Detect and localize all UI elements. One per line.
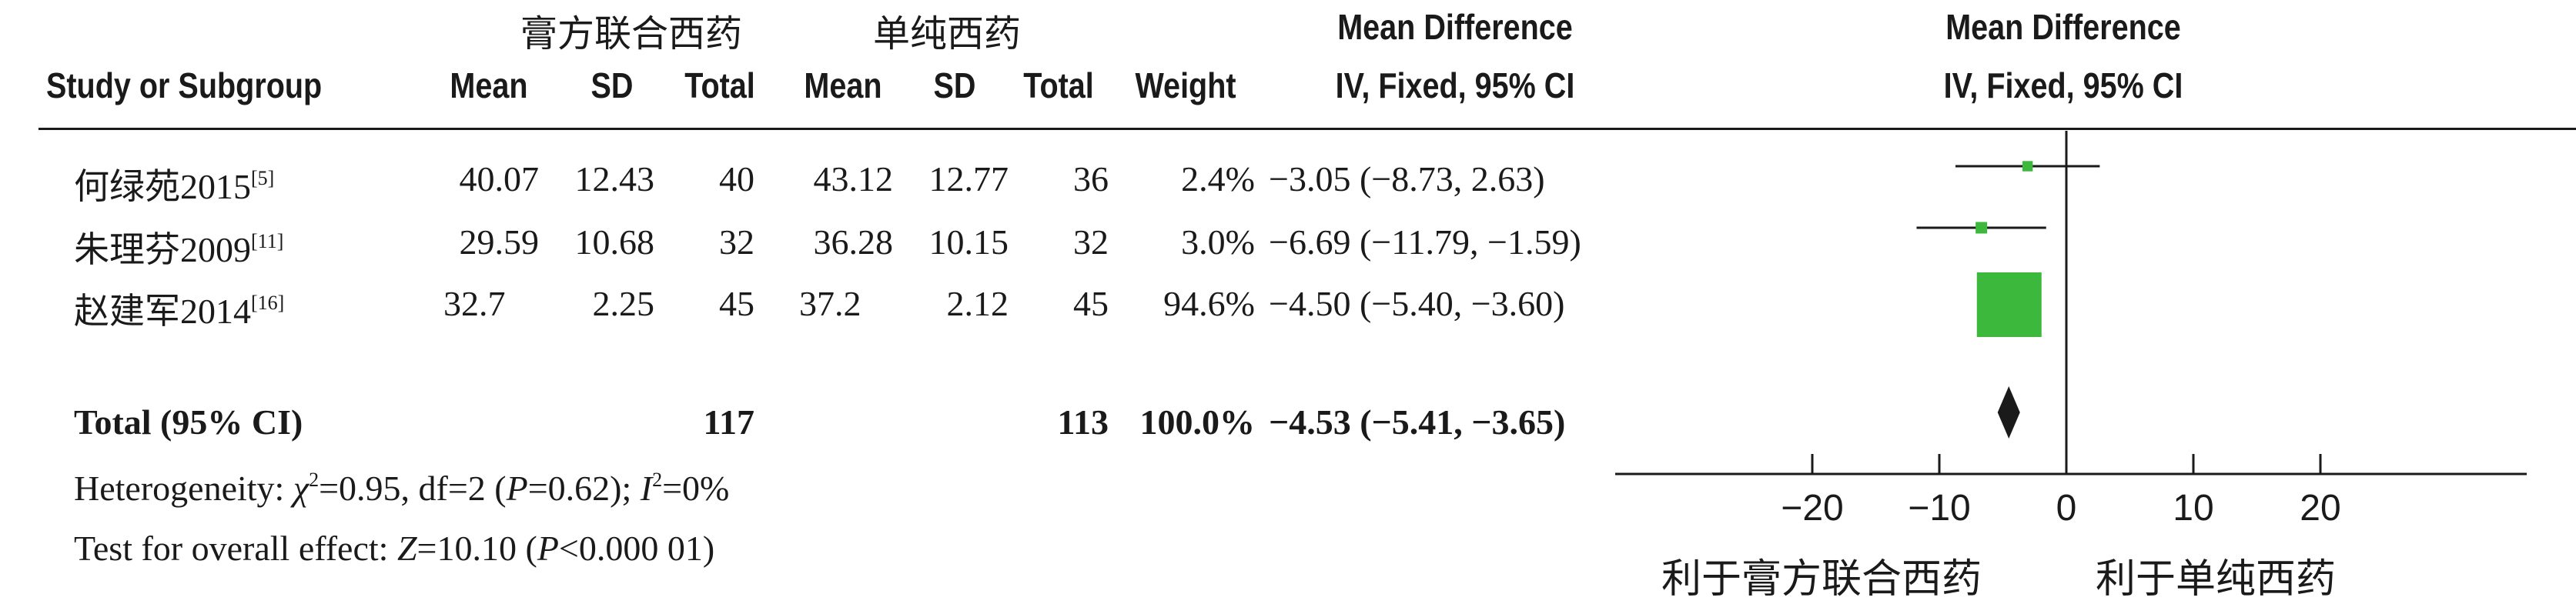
x-tick-label: 0 bbox=[2056, 488, 2077, 529]
exp-sd-header: SD bbox=[590, 65, 634, 105]
ctl-total-header: Total bbox=[1023, 65, 1094, 105]
x-tick-label: −10 bbox=[1908, 488, 1970, 529]
weight: 3.0% bbox=[1181, 222, 1255, 262]
exp-total: 40 bbox=[719, 159, 754, 199]
exp-total: 32 bbox=[719, 222, 754, 262]
exp-total: 45 bbox=[719, 284, 754, 323]
total-weight: 100.0% bbox=[1139, 402, 1256, 442]
effect-box bbox=[1975, 222, 1988, 234]
ci-text: −6.69 (−11.79, −1.59) bbox=[1269, 222, 1581, 262]
heterogeneity-line: Heterogeneity: χ2=0.95, df=2 (P=0.62); I… bbox=[74, 469, 730, 508]
exp-sd: 12.43 bbox=[574, 159, 655, 199]
pooled-diamond bbox=[1997, 386, 2020, 439]
x-tick-label: 10 bbox=[2173, 488, 2213, 529]
x-tick-label: 20 bbox=[2300, 488, 2340, 529]
study-name: 朱理芬2009[11] bbox=[74, 230, 284, 269]
total-exp: 117 bbox=[703, 402, 754, 442]
experimental-group-header: 膏方联合西药 bbox=[520, 12, 742, 55]
ctl-total: 45 bbox=[1073, 284, 1109, 323]
exp-sd: 2.25 bbox=[592, 284, 655, 323]
study-name: 何绿苑2015[5] bbox=[74, 167, 275, 206]
plot-mean-difference-header: Mean Difference bbox=[1945, 7, 2181, 47]
study-column-header: Study or Subgroup bbox=[46, 65, 323, 105]
study-name: 赵建军2014[16] bbox=[74, 292, 285, 331]
exp-mean: 40.07 bbox=[459, 159, 540, 199]
weight: 94.6% bbox=[1163, 284, 1255, 323]
ctl-total: 36 bbox=[1073, 159, 1109, 199]
x-tick-label: −20 bbox=[1781, 488, 1843, 529]
overall-effect-line: Test for overall effect: Z=10.10 (P<0.00… bbox=[74, 529, 715, 568]
favours-control-label: 利于单纯西药 bbox=[2096, 556, 2337, 602]
ctl-mean: 43.12 bbox=[813, 159, 894, 199]
ctl-total: 32 bbox=[1073, 222, 1109, 262]
favours-experimental-label: 利于膏方联合西药 bbox=[1661, 556, 1982, 602]
control-group-header: 单纯西药 bbox=[872, 12, 1021, 55]
exp-mean: 32.7 bbox=[443, 284, 506, 323]
ctl-sd-header: SD bbox=[933, 65, 976, 105]
ci-header: IV, Fixed, 95% CI bbox=[1335, 65, 1575, 105]
total-ctl: 113 bbox=[1057, 402, 1109, 442]
ci-text: −3.05 (−8.73, 2.63) bbox=[1269, 159, 1545, 199]
mean-difference-header: Mean Difference bbox=[1337, 7, 1573, 47]
effect-box bbox=[2022, 161, 2033, 172]
exp-total-header: Total bbox=[684, 65, 755, 105]
exp-sd: 10.68 bbox=[574, 222, 655, 262]
header-rule bbox=[38, 128, 2576, 130]
ctl-mean: 36.28 bbox=[813, 222, 894, 262]
exp-mean: 29.59 bbox=[459, 222, 540, 262]
weight: 2.4% bbox=[1181, 159, 1255, 199]
exp-mean-header: Mean bbox=[450, 65, 528, 105]
ctl-sd: 2.12 bbox=[946, 284, 1009, 323]
ctl-mean-header: Mean bbox=[804, 65, 882, 105]
ci-text: −4.50 (−5.40, −3.60) bbox=[1269, 284, 1565, 323]
ctl-sd: 12.77 bbox=[928, 159, 1009, 199]
weight-header: Weight bbox=[1135, 65, 1236, 105]
total-ci-text: −4.53 (−5.41, −3.65) bbox=[1269, 402, 1566, 442]
ctl-sd: 10.15 bbox=[928, 222, 1009, 262]
total-label: Total (95% CI) bbox=[74, 402, 303, 442]
ctl-mean: 37.2 bbox=[799, 284, 861, 323]
effect-box bbox=[1976, 272, 2042, 337]
plot-ci-header: IV, Fixed, 95% CI bbox=[1943, 65, 2183, 105]
